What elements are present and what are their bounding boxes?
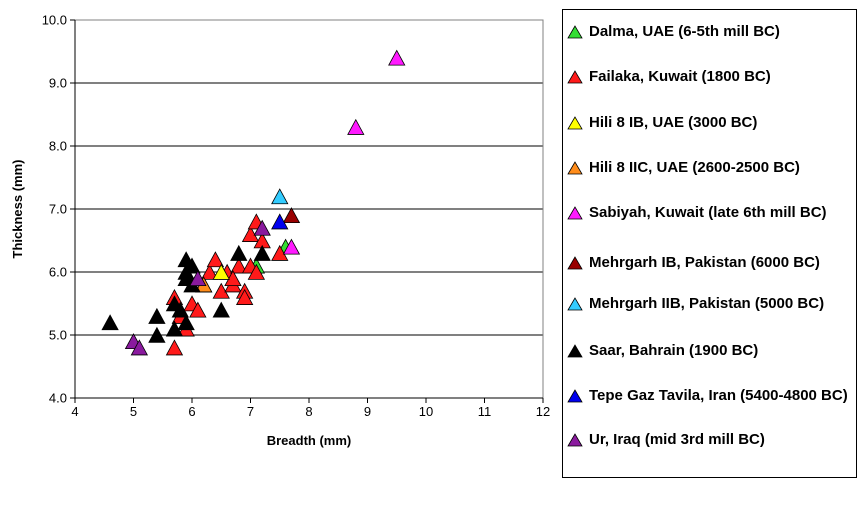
x-tick-label: 11	[478, 404, 492, 419]
data-point-triangle	[253, 244, 271, 261]
y-tick-label: 6.0	[49, 265, 67, 280]
x-tick-labels: 4 5 6 7 8 9 10 11 12	[71, 398, 550, 419]
data-point-triangle	[271, 213, 289, 230]
y-tick-label: 9.0	[49, 76, 67, 91]
legend-triangle-marker	[567, 344, 583, 358]
x-tick-label: 10	[419, 404, 433, 419]
legend-label: Ur, Iraq (mid 3rd mill BC)	[589, 431, 765, 448]
data-point-triangle	[101, 314, 119, 331]
data-point-triangle	[347, 118, 365, 135]
legend-label: Hili 8 IB, UAE (3000 BC)	[589, 114, 758, 131]
data-point-triangle	[206, 251, 225, 268]
y-tick-label: 4.0	[49, 391, 67, 406]
data-point-triangle	[230, 244, 248, 261]
data-point-triangle	[148, 307, 166, 324]
y-tick-label: 8.0	[49, 139, 67, 154]
x-tick-label: 4	[71, 404, 78, 419]
data-points	[101, 49, 406, 356]
legend-label: Sabiyah, Kuwait (late 6th mill BC)	[589, 204, 827, 221]
x-tick-label: 7	[247, 404, 254, 419]
x-tick-label: 8	[305, 404, 312, 419]
data-point-triangle	[247, 263, 266, 280]
legend-label: Failaka, Kuwait (1800 BC)	[589, 68, 771, 85]
legend-label: Mehrgarh IIB, Pakistan (5000 BC)	[589, 295, 825, 312]
data-point-triangle	[148, 326, 166, 343]
y-tick-label: 7.0	[49, 202, 67, 217]
series-5	[282, 207, 301, 224]
data-point-triangle	[183, 257, 201, 274]
legend: Dalma, UAE (6-5th mill BC) Failaka, Kuwai…	[562, 9, 857, 478]
legend-triangle-marker	[567, 161, 583, 175]
legend-triangle-marker	[567, 389, 583, 403]
legend-triangle-marker	[567, 116, 583, 130]
legend-label: Saar, Bahrain (1900 BC)	[589, 342, 759, 359]
data-point-triangle	[165, 339, 184, 356]
legend-label: Tepe Gaz Tavila, Iran (5400-4800 BC)	[589, 387, 848, 404]
series-6	[271, 188, 289, 205]
data-point-triangle	[212, 263, 230, 280]
series-9	[124, 219, 271, 356]
legend-label: Hili 8 IIC, UAE (2600-2500 BC)	[589, 159, 800, 176]
legend-label: Mehrgarh IB, Pakistan (6000 BC)	[589, 254, 820, 271]
data-point-triangle	[189, 270, 207, 287]
x-tick-label: 9	[364, 404, 371, 419]
data-point-triangle	[235, 289, 254, 305]
y-tick-label: 10.0	[42, 13, 67, 28]
data-point-triangle	[171, 301, 189, 318]
y-tick-labels: 4.0 5.0 6.0 7.0 8.0 9.0 10.0	[42, 13, 75, 406]
series-2	[212, 263, 230, 280]
legend-label: Dalma, UAE (6-5th mill BC)	[589, 23, 780, 40]
legend-triangle-marker	[567, 256, 583, 270]
data-point-triangle	[200, 263, 219, 280]
y-tick-label: 5.0	[49, 328, 67, 343]
x-tick-label: 5	[130, 404, 137, 419]
data-point-triangle	[388, 49, 406, 66]
legend-triangle-marker	[567, 297, 583, 311]
data-point-triangle	[282, 238, 301, 255]
legend-triangle-marker	[567, 70, 583, 84]
data-point-triangle	[189, 301, 207, 318]
data-point-triangle	[271, 188, 289, 205]
data-point-triangle	[230, 257, 248, 274]
series-8	[271, 213, 289, 230]
legend-triangle-marker	[567, 206, 583, 220]
x-axis-title: Breadth (mm)	[267, 433, 352, 448]
data-point-triangle	[130, 339, 149, 356]
data-point-triangle	[212, 301, 230, 318]
y-axis-title: Thickness (mm)	[10, 160, 25, 259]
legend-triangle-marker	[567, 25, 583, 39]
data-point-triangle	[282, 207, 301, 224]
gridlines	[75, 19, 543, 399]
series-4	[282, 49, 406, 255]
data-point-triangle	[177, 314, 195, 331]
legend-triangle-marker	[567, 433, 583, 447]
x-tick-label: 6	[188, 404, 195, 419]
data-point-triangle	[253, 219, 271, 236]
x-tick-label: 12	[536, 404, 550, 419]
